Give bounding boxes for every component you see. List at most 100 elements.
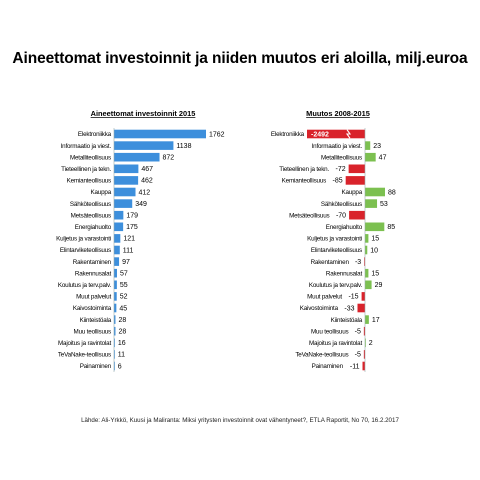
right-bar bbox=[365, 315, 369, 324]
right-category-label: Elintarviketeollisuus bbox=[311, 247, 362, 254]
left-bar bbox=[114, 257, 120, 266]
left-value-label: 412 bbox=[139, 189, 151, 196]
left-bar bbox=[114, 222, 124, 232]
left-value-label: 55 bbox=[120, 282, 128, 289]
right-value-label: -85 bbox=[333, 178, 343, 185]
right-value-label: 2 bbox=[369, 340, 373, 347]
left-category-label: Muut palvelut bbox=[76, 294, 111, 301]
left-bar bbox=[114, 234, 121, 243]
right-bar bbox=[363, 350, 365, 359]
right-value-label: -70 bbox=[336, 213, 346, 220]
source-note: Lähde: Ali-Yrkkö, Kuusi ja Maliranta: Mi… bbox=[81, 417, 399, 424]
left-category-label: Metalliteollisuus bbox=[70, 154, 111, 161]
left-value-label: 16 bbox=[118, 340, 126, 347]
right-value-label: 15 bbox=[371, 236, 379, 243]
left-value-label: 57 bbox=[120, 271, 128, 278]
left-value-label: 349 bbox=[135, 201, 147, 208]
right-bar bbox=[363, 326, 365, 336]
right-category-label: Kemianteollisuus bbox=[282, 178, 326, 185]
left-category-label: TeVaNake-teollisuus bbox=[58, 352, 111, 359]
left-category-label: Kauppa bbox=[90, 189, 111, 196]
right-category-label: Kaivostoiminta bbox=[300, 305, 339, 312]
left-bar bbox=[114, 199, 133, 208]
left-category-label: Metsäteollisuus bbox=[71, 212, 111, 219]
left-value-label: 467 bbox=[141, 166, 153, 173]
right-bar bbox=[365, 268, 369, 278]
left-value-label: 97 bbox=[122, 259, 130, 266]
left-category-label: Kaivostoiminta bbox=[73, 305, 112, 312]
left-category-label: Majoitus ja ravintolat bbox=[58, 340, 111, 347]
right-value-label: -5 bbox=[355, 352, 361, 359]
left-bar bbox=[114, 280, 117, 290]
right-bar bbox=[365, 245, 368, 255]
right-bar bbox=[365, 222, 385, 232]
left-value-label: 462 bbox=[141, 178, 153, 185]
right-category-label: TeVaNake-teollisuus bbox=[295, 352, 348, 359]
left-panel-title: Aineettomat investoinnit 2015 bbox=[91, 109, 196, 118]
right-value-label: -11 bbox=[350, 363, 360, 370]
left-bar bbox=[114, 141, 174, 150]
left-bar bbox=[114, 187, 136, 197]
left-bar bbox=[114, 268, 117, 278]
right-category-label: Sähköteollisuus bbox=[321, 201, 362, 208]
right-bar bbox=[365, 234, 369, 243]
left-category-label: Muu teollisuus bbox=[74, 328, 112, 335]
left-category-label: Elektroniikka bbox=[78, 131, 112, 138]
right-bar bbox=[348, 164, 365, 174]
right-category-label: Metsäteollisuus bbox=[289, 212, 329, 219]
right-bar bbox=[365, 187, 385, 197]
right-value-label: -5 bbox=[355, 329, 361, 336]
left-bar bbox=[114, 303, 117, 313]
left-bar bbox=[114, 210, 124, 220]
right-value-label: 53 bbox=[380, 201, 388, 208]
left-bar bbox=[114, 338, 115, 348]
right-bar bbox=[365, 141, 371, 150]
left-category-label: Rakentaminen bbox=[73, 259, 112, 266]
left-category-label: Kiinteistöala bbox=[80, 317, 112, 324]
right-bar bbox=[365, 152, 376, 162]
right-category-label: Energiahuolto bbox=[326, 224, 363, 231]
left-bar bbox=[114, 326, 116, 336]
right-category-label: Majoitus ja ravintolat bbox=[309, 340, 362, 347]
right-category-label: Kauppa bbox=[341, 189, 362, 196]
right-bar bbox=[345, 176, 365, 185]
right-value-label: -33 bbox=[344, 305, 354, 312]
left-category-label: Koulutus ja terv.palv. bbox=[58, 282, 112, 289]
right-category-label: Rakentaminen bbox=[311, 259, 350, 266]
left-value-label: 175 bbox=[126, 224, 138, 231]
right-value-label: 85 bbox=[387, 224, 395, 231]
right-category-label: Metalliteollisuus bbox=[321, 154, 362, 161]
left-value-label: 1762 bbox=[209, 131, 225, 138]
left-category-label: Rakennusalat bbox=[75, 270, 112, 277]
left-category-label: Kemianteollisuus bbox=[67, 178, 111, 185]
left-value-label: 45 bbox=[119, 305, 127, 312]
right-panel-title: Muutos 2008-2015 bbox=[306, 109, 370, 118]
right-value-label: 15 bbox=[371, 271, 379, 278]
left-category-label: Elintarviketeollisuus bbox=[60, 247, 111, 254]
right-bar bbox=[357, 303, 365, 313]
right-category-label: Tieteellinen ja tekn. bbox=[279, 166, 329, 173]
right-value-label: -15 bbox=[348, 294, 358, 301]
right-bar bbox=[361, 292, 365, 301]
right-value-label: 23 bbox=[373, 143, 381, 150]
right-value-label: -72 bbox=[336, 166, 346, 173]
left-category-label: Kuljetus ja varastointi bbox=[56, 236, 111, 243]
chart-title: Aineettomat investoinnit ja niiden muuto… bbox=[12, 50, 468, 67]
left-bar bbox=[114, 164, 139, 174]
right-bar bbox=[365, 280, 372, 290]
left-value-label: 28 bbox=[118, 317, 126, 324]
bar-break-mark bbox=[345, 129, 352, 139]
right-bar bbox=[349, 210, 365, 220]
left-category-label: Painaminen bbox=[80, 363, 112, 370]
right-category-label: Kiinteistöala bbox=[331, 317, 363, 324]
left-category-label: Sähköteollisuus bbox=[70, 201, 111, 208]
left-value-label: 179 bbox=[126, 213, 138, 220]
left-value-label: 6 bbox=[118, 363, 122, 370]
right-bar bbox=[365, 199, 378, 208]
left-value-label: 1138 bbox=[176, 143, 191, 150]
left-bar bbox=[114, 350, 115, 359]
right-category-label: Koulutus ja terv.palv. bbox=[309, 282, 363, 289]
left-bar bbox=[114, 245, 120, 255]
left-value-label: 111 bbox=[123, 247, 134, 254]
right-value-label: 88 bbox=[388, 189, 396, 196]
